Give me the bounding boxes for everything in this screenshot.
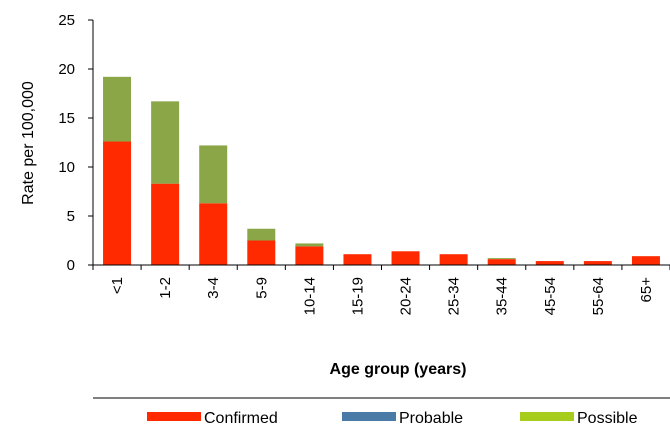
- legend-label-confirmed: Confirmed: [204, 410, 278, 427]
- bar-possible-0: [103, 76, 132, 142]
- legend-swatch-probable: [342, 412, 396, 421]
- y-tick-label: 25: [58, 12, 75, 29]
- legend: Confirmed Probable Possible: [147, 410, 638, 427]
- x-axis-title: Age group (years): [330, 361, 467, 378]
- bar-confirmed-1: [151, 183, 180, 265]
- x-tick-label: 55-64: [590, 277, 607, 315]
- x-tick-label: 35-44: [494, 277, 511, 315]
- bar-confirmed-5: [343, 254, 372, 265]
- bar-possible-2: [199, 145, 228, 204]
- x-tick-label: 10-14: [301, 277, 318, 315]
- legend-swatch-confirmed: [147, 412, 201, 421]
- bar-confirmed-9: [535, 261, 564, 265]
- y-tick-label: 20: [58, 61, 75, 78]
- bar-confirmed-8: [487, 259, 516, 265]
- y-tick-label: 10: [58, 159, 75, 176]
- x-tick-label: 45-54: [542, 277, 559, 315]
- axes-layer: [92, 20, 670, 266]
- y-ticks-layer: 0 5 10 15 20 25: [58, 12, 93, 274]
- bar-confirmed-2: [199, 203, 228, 265]
- bar-confirmed-0: [103, 141, 132, 265]
- x-tick-label: 15-19: [349, 277, 366, 315]
- x-tick-label: 1-2: [157, 277, 174, 299]
- x-tick-label: 65+: [638, 277, 655, 303]
- bars-layer: [103, 76, 660, 265]
- x-tick-label: 25-34: [446, 277, 463, 315]
- x-tick-label: 5-9: [253, 277, 270, 299]
- bar-possible-3: [247, 228, 276, 241]
- x-tick-label: 3-4: [205, 277, 222, 299]
- y-axis-title: Rate per 100,000: [20, 81, 37, 205]
- y-tick-label: 0: [67, 257, 75, 274]
- y-tick-label: 15: [58, 110, 75, 127]
- bar-confirmed-7: [439, 254, 468, 265]
- legend-swatch-possible: [520, 412, 574, 421]
- x-tick-label: <1: [109, 277, 126, 294]
- legend-label-possible: Possible: [577, 410, 638, 427]
- bar-confirmed-6: [391, 251, 420, 265]
- legend-label-probable: Probable: [399, 410, 463, 427]
- x-ticks-layer: <1 1-2 3-4 5-9 10-14 15-19 20-24 25-34 35-44 45-5…: [92, 265, 670, 315]
- bar-possible-8: [487, 258, 516, 260]
- bar-possible-4: [295, 243, 324, 247]
- bar-confirmed-10: [583, 261, 612, 265]
- bar-possible-1: [151, 101, 180, 184]
- bar-confirmed-11: [631, 256, 660, 265]
- x-tick-label: 20-24: [398, 277, 415, 315]
- bar-confirmed-3: [247, 240, 276, 265]
- y-tick-label: 5: [67, 208, 75, 225]
- bar-confirmed-4: [295, 246, 324, 265]
